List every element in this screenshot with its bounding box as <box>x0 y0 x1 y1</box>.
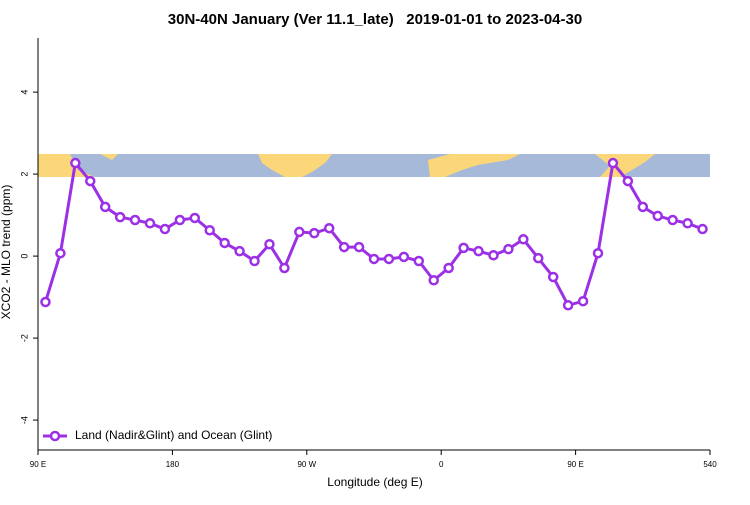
data-point <box>323 222 335 234</box>
x-tick-label: 0 <box>439 460 444 469</box>
data-point <box>428 275 439 286</box>
data-point <box>488 250 499 261</box>
data-point <box>503 243 514 255</box>
data-point <box>264 238 275 250</box>
y-tick-label: 2 <box>19 172 29 177</box>
data-point <box>204 225 215 236</box>
data-point <box>129 214 141 226</box>
data-point <box>309 227 320 239</box>
data-point <box>398 251 410 263</box>
x-tick-label: 90 E <box>30 460 46 469</box>
data-point <box>40 296 51 308</box>
data-point <box>383 253 395 265</box>
data-point <box>353 241 365 253</box>
y-tick-label: 0 <box>19 254 29 259</box>
data-point <box>458 242 469 254</box>
data-point <box>547 271 559 283</box>
data-point <box>189 212 201 224</box>
x-tick-label: 540 <box>703 460 717 469</box>
data-point <box>682 218 693 229</box>
data-point <box>174 214 186 226</box>
data-point <box>413 255 425 267</box>
series-line <box>44 159 704 308</box>
data-point <box>592 247 604 259</box>
x-tick-label: 180 <box>166 460 180 469</box>
y-tick-label: -2 <box>19 334 29 342</box>
data-point <box>144 218 156 229</box>
y-axis-label: XCO2 - MLO trend (ppm) <box>0 185 13 320</box>
data-point <box>622 175 634 187</box>
legend-label: Land (Nadir&Glint) and Ocean (Glint) <box>75 428 272 442</box>
data-point <box>368 253 380 265</box>
data-point <box>697 223 708 235</box>
data-point <box>562 300 574 311</box>
data-point <box>279 262 290 274</box>
y-tick-label: 4 <box>19 90 29 95</box>
legend-marker <box>49 430 61 442</box>
x-axis-label: Longitude (deg E) <box>327 475 422 489</box>
x-tick-label: 90 E <box>567 460 583 469</box>
data-point <box>518 234 529 245</box>
data-point <box>667 214 678 226</box>
data-point <box>294 226 305 238</box>
y-tick-label: -4 <box>19 416 29 424</box>
data-point <box>234 245 245 257</box>
data-point <box>114 211 126 223</box>
data-point <box>473 245 484 257</box>
data-point <box>70 157 81 169</box>
data-point <box>99 201 111 213</box>
data-point <box>533 252 544 264</box>
chart-title: 30N-40N January (Ver 11.1_late) 2019-01-… <box>168 11 582 28</box>
x-tick-label: 90 W <box>297 460 316 469</box>
data-point <box>249 255 260 267</box>
data-point <box>85 175 96 187</box>
data-point <box>55 247 66 259</box>
data-point <box>219 237 230 249</box>
data-point <box>577 295 589 307</box>
data-point <box>443 262 454 274</box>
data-point <box>652 210 663 222</box>
data-point <box>637 201 649 213</box>
data-point <box>159 223 171 235</box>
data-point <box>338 241 350 253</box>
data-point <box>607 157 619 169</box>
